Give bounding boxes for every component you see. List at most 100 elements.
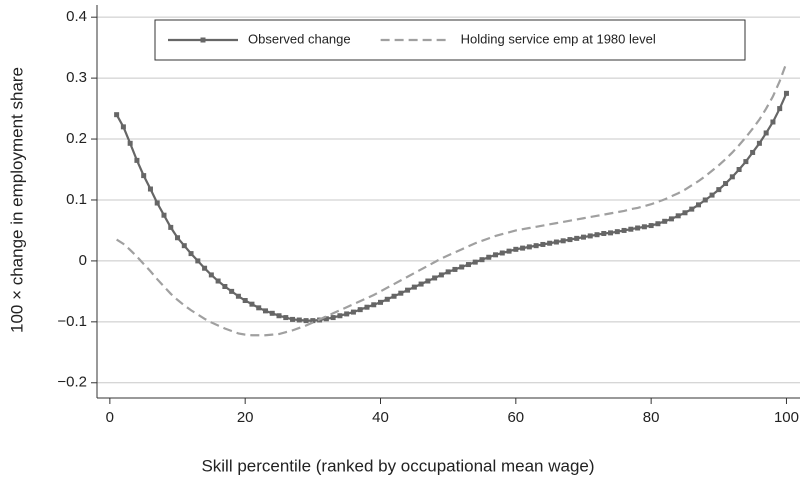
- marker: [682, 210, 688, 216]
- series-line: [116, 62, 788, 337]
- marker: [418, 281, 424, 287]
- marker: [689, 206, 695, 212]
- marker: [215, 278, 221, 284]
- x-tick-label: 20: [237, 409, 254, 426]
- marker: [709, 192, 715, 198]
- marker: [120, 124, 126, 130]
- y-tick-label: 0: [79, 252, 87, 269]
- marker: [641, 224, 647, 230]
- marker: [202, 265, 208, 271]
- marker: [330, 315, 336, 321]
- marker: [168, 224, 174, 230]
- marker: [479, 257, 485, 263]
- marker: [668, 216, 674, 222]
- marker: [594, 232, 600, 238]
- x-tick-label: 80: [643, 409, 660, 426]
- marker: [235, 293, 241, 299]
- marker: [777, 106, 783, 112]
- marker: [256, 305, 262, 311]
- marker: [702, 197, 708, 203]
- marker: [290, 316, 296, 322]
- marker: [141, 173, 147, 179]
- marker: [181, 243, 187, 249]
- y-axis-label: 100 × change in employment share: [7, 67, 26, 333]
- marker: [445, 269, 451, 275]
- marker: [520, 245, 526, 251]
- marker: [750, 149, 756, 155]
- marker: [763, 130, 769, 136]
- x-axis-label: Skill percentile (ranked by occupational…: [201, 456, 594, 475]
- marker: [655, 221, 661, 227]
- marker: [296, 317, 302, 323]
- marker: [675, 213, 681, 219]
- marker: [283, 315, 289, 321]
- marker: [621, 227, 627, 233]
- marker: [736, 167, 742, 173]
- marker: [438, 272, 444, 278]
- marker: [371, 302, 377, 308]
- marker: [175, 235, 181, 241]
- marker: [357, 307, 363, 313]
- marker: [574, 235, 580, 241]
- marker: [398, 290, 404, 296]
- marker: [723, 181, 729, 187]
- marker: [696, 202, 702, 208]
- marker: [567, 237, 573, 243]
- x-tick-label: 100: [774, 409, 799, 426]
- marker: [310, 318, 316, 324]
- marker: [662, 218, 668, 224]
- marker: [344, 311, 350, 317]
- marker: [249, 301, 255, 307]
- y-tick-label: −0.2: [57, 374, 87, 391]
- y-tick-label: 0.3: [66, 69, 87, 86]
- x-tick-label: 40: [372, 409, 389, 426]
- marker: [337, 313, 343, 319]
- legend-marker: [200, 37, 206, 43]
- x-tick-label: 0: [106, 409, 114, 426]
- marker: [486, 254, 492, 260]
- marker: [553, 239, 559, 245]
- marker: [127, 140, 133, 146]
- y-tick-label: 0.2: [66, 130, 87, 147]
- legend-box: [154, 19, 746, 61]
- marker: [533, 243, 539, 249]
- marker: [378, 299, 384, 305]
- marker: [770, 119, 776, 125]
- marker: [635, 225, 641, 231]
- marker: [411, 284, 417, 290]
- marker: [452, 266, 458, 272]
- marker: [540, 241, 546, 247]
- marker: [628, 226, 634, 232]
- marker: [465, 262, 471, 268]
- marker: [547, 240, 553, 246]
- marker: [262, 308, 268, 314]
- marker: [493, 252, 499, 258]
- marker: [303, 318, 309, 324]
- marker: [506, 248, 512, 254]
- marker: [229, 288, 235, 294]
- marker: [391, 293, 397, 299]
- y-tick-label: 0.1: [66, 191, 87, 208]
- marker: [276, 313, 282, 319]
- marker: [432, 275, 438, 281]
- marker: [114, 112, 120, 118]
- marker: [384, 296, 390, 302]
- marker: [743, 159, 749, 165]
- series-line: [115, 92, 788, 322]
- marker: [269, 310, 275, 316]
- marker: [472, 259, 478, 265]
- marker: [364, 304, 370, 310]
- legend-label: Observed change: [248, 31, 351, 46]
- marker: [729, 174, 735, 180]
- marker: [222, 283, 228, 289]
- y-tick-label: 0.4: [66, 8, 87, 25]
- marker: [208, 272, 214, 278]
- marker: [756, 140, 762, 146]
- marker: [526, 244, 532, 250]
- marker: [350, 309, 356, 315]
- marker: [716, 187, 722, 193]
- marker: [560, 238, 566, 244]
- marker: [648, 223, 654, 229]
- marker: [587, 233, 593, 239]
